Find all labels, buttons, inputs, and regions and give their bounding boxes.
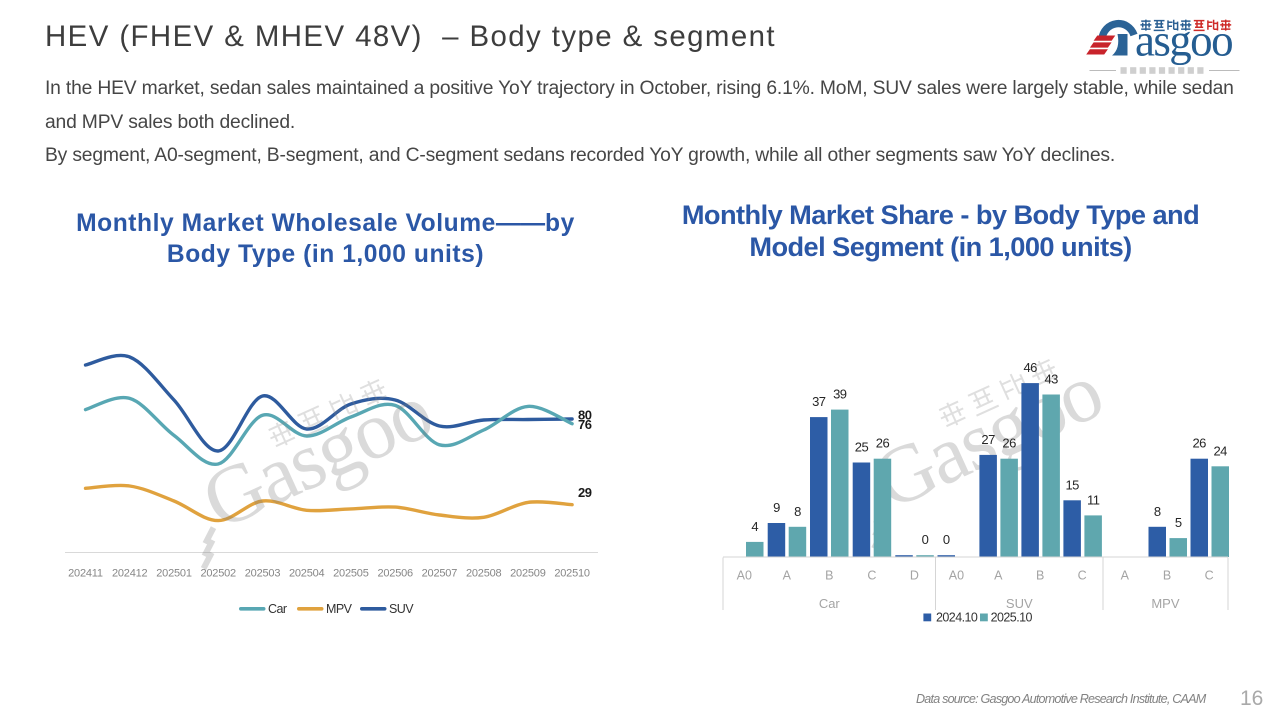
svg-text:202504: 202504	[289, 568, 325, 580]
svg-text:A: A	[783, 569, 792, 583]
svg-text:C: C	[1078, 569, 1087, 583]
svg-text:0: 0	[943, 532, 950, 547]
svg-text:202510: 202510	[554, 568, 590, 580]
svg-text:MPV: MPV	[1151, 596, 1180, 611]
svg-text:0: 0	[922, 532, 929, 547]
svg-text:A0: A0	[949, 569, 964, 583]
svg-text:15: 15	[1065, 477, 1079, 492]
svg-text:A: A	[1121, 569, 1130, 583]
svg-text:26: 26	[1002, 436, 1016, 451]
svg-text:Car: Car	[268, 602, 287, 616]
svg-text:26: 26	[1192, 436, 1206, 451]
svg-text:SUV: SUV	[389, 602, 414, 616]
svg-text:27: 27	[981, 432, 995, 447]
svg-text:202509: 202509	[510, 568, 546, 580]
svg-text:46: 46	[1023, 360, 1037, 375]
svg-text:202501: 202501	[156, 568, 192, 580]
svg-text:9: 9	[773, 500, 780, 515]
svg-text:5: 5	[1175, 515, 1182, 530]
svg-text:MPV: MPV	[326, 602, 353, 616]
svg-text:202411: 202411	[68, 568, 103, 580]
svg-text:29: 29	[578, 485, 592, 500]
svg-text:A0: A0	[737, 569, 752, 583]
svg-text:202503: 202503	[245, 568, 281, 580]
svg-text:202506: 202506	[377, 568, 413, 580]
svg-text:26: 26	[876, 436, 890, 451]
svg-text:37: 37	[812, 394, 826, 409]
svg-text:202508: 202508	[466, 568, 502, 580]
svg-text:4: 4	[751, 519, 758, 534]
svg-text:Gasgoo: Gasgoo	[189, 365, 444, 547]
svg-text:2025.10: 2025.10	[991, 611, 1033, 625]
svg-text:202507: 202507	[422, 568, 458, 580]
svg-text:202505: 202505	[333, 568, 369, 580]
svg-text:8: 8	[794, 504, 801, 519]
svg-text:B: B	[825, 569, 833, 583]
svg-text:24: 24	[1213, 443, 1227, 458]
svg-text:SUV: SUV	[1006, 596, 1033, 611]
svg-text:43: 43	[1044, 372, 1058, 387]
svg-text:202502: 202502	[200, 568, 236, 580]
svg-text:B: B	[1036, 569, 1044, 583]
svg-text:76: 76	[578, 417, 592, 432]
svg-text:202412: 202412	[112, 568, 148, 580]
svg-text:8: 8	[1154, 504, 1161, 519]
svg-text:2024.10: 2024.10	[936, 611, 978, 625]
svg-text:80: 80	[578, 408, 592, 423]
svg-text:B: B	[1163, 569, 1171, 583]
svg-text:11: 11	[1087, 492, 1100, 507]
svg-text:25: 25	[855, 440, 869, 455]
svg-text:C: C	[1205, 569, 1214, 583]
svg-text:D: D	[910, 569, 919, 583]
svg-text:A: A	[994, 569, 1003, 583]
svg-text:C: C	[867, 569, 876, 583]
svg-text:39: 39	[833, 387, 847, 402]
svg-text:Car: Car	[819, 596, 841, 611]
